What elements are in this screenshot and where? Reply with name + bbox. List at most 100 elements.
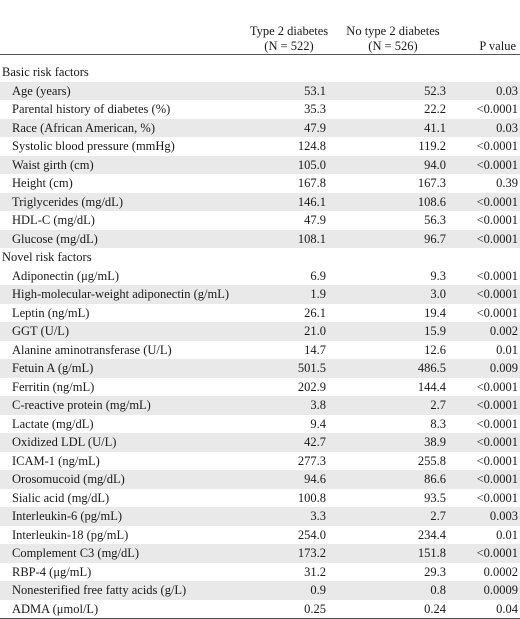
- type2-value: 42.7: [246, 433, 332, 452]
- no-type2-value: 38.9: [332, 433, 454, 452]
- row-label: Interleukin-18 (pg/mL): [12, 527, 129, 542]
- type2-value: 146.1: [246, 192, 332, 211]
- table-row: Interleukin-6 (pg/mL) 3.3 2.7 0.003: [0, 507, 520, 526]
- p-value: <0.0001: [476, 213, 518, 228]
- no-type2-value: 486.5: [332, 359, 454, 378]
- p-value: <0.0001: [454, 285, 520, 304]
- row-label: Parental history of diabetes (%): [12, 102, 171, 117]
- no-type2-value: 29.3: [424, 564, 446, 579]
- no-type2-value: 52.3: [332, 81, 454, 100]
- no-type2-value: 12.6: [424, 342, 446, 357]
- no-type2-value: 8.3: [430, 416, 446, 431]
- row-label: RBP-4 (μg/mL): [12, 564, 92, 579]
- p-value: <0.0001: [476, 139, 518, 154]
- table-row: HDL-C (mg/dL) 47.9 56.3 <0.0001: [0, 211, 520, 230]
- no-type2-value: 96.7: [332, 229, 454, 248]
- row-label: HDL-C (mg/dL): [12, 213, 95, 228]
- p-value: <0.0001: [454, 544, 520, 563]
- table-row: Race (African American, %) 47.9 41.1 0.03: [0, 118, 520, 137]
- type2-value: 173.2: [246, 544, 332, 563]
- type2-value: 1.9: [246, 285, 332, 304]
- table-row: RBP-4 (μg/mL) 31.2 29.3 0.0002: [0, 563, 520, 582]
- type2-value: 47.9: [246, 118, 332, 137]
- row-label: GGT (U/L): [0, 322, 246, 341]
- type2-value: 108.1: [246, 229, 332, 248]
- p-value: 0.0009: [454, 581, 520, 600]
- table-row: Leptin (ng/mL) 26.1 19.4 <0.0001: [0, 304, 520, 323]
- header-no-type2-n: (N = 526): [368, 39, 418, 53]
- type2-value: 277.3: [297, 453, 326, 468]
- row-label: Alanine aminotransferase (U/L): [12, 342, 172, 357]
- no-type2-value: 94.0: [332, 155, 454, 174]
- type2-value: 124.8: [297, 139, 326, 154]
- type2-value: 254.0: [297, 527, 326, 542]
- type2-value: 6.9: [310, 268, 326, 283]
- no-type2-value: 0.24: [332, 599, 454, 619]
- table-row: Interleukin-18 (pg/mL) 254.0 234.4 0.01: [0, 526, 520, 545]
- table-row: Height (cm) 167.8 167.3 0.39: [0, 174, 520, 193]
- table-row: Lactate (mg/dL) 9.4 8.3 <0.0001: [0, 415, 520, 434]
- table-row: Sialic acid (mg/dL) 100.8 93.5 <0.0001: [0, 489, 520, 508]
- header-type2-diabetes: Type 2 diabetes (N = 522): [246, 0, 332, 55]
- header-no-type2-title: No type 2 diabetes: [346, 24, 440, 38]
- p-value: <0.0001: [454, 470, 520, 489]
- type2-value: 47.9: [304, 213, 326, 228]
- row-label: Complement C3 (mg/dL): [0, 544, 246, 563]
- type2-value: 35.3: [304, 102, 326, 117]
- table-row: Parental history of diabetes (%) 35.3 22.2…: [0, 100, 520, 119]
- header-label-blank: [0, 0, 246, 55]
- table-row: Alanine aminotransferase (U/L) 14.7 12.6 0.…: [0, 341, 520, 360]
- row-label: Height (cm): [12, 176, 73, 191]
- table-row: ICAM-1 (ng/mL) 277.3 255.8 <0.0001: [0, 452, 520, 471]
- no-type2-value: 2.7: [332, 396, 454, 415]
- row-label: Waist girth (cm): [0, 155, 246, 174]
- section-row: Basic risk factors: [0, 63, 520, 82]
- row-label: ICAM-1 (ng/mL): [12, 453, 100, 468]
- type2-value: 3.8: [246, 396, 332, 415]
- no-type2-value: 119.2: [418, 139, 446, 154]
- no-type2-value: 108.6: [332, 192, 454, 211]
- table-row: High-molecular-weight adiponectin (g/mL)…: [0, 285, 520, 304]
- type2-value: 167.8: [297, 176, 326, 191]
- p-value: <0.0001: [454, 155, 520, 174]
- table-row: Waist girth (cm) 105.0 94.0 <0.0001: [0, 155, 520, 174]
- row-label: Fetuin A (g/mL): [0, 359, 246, 378]
- no-type2-value: 86.6: [332, 470, 454, 489]
- type2-value: 0.25: [246, 599, 332, 619]
- no-type2-value: 2.7: [332, 507, 454, 526]
- table-row: Adiponectin (μg/mL) 6.9 9.3 <0.0001: [0, 267, 520, 286]
- table-row: Oxidized LDL (U/L) 42.7 38.9 <0.0001: [0, 433, 520, 452]
- type2-value: 21.0: [246, 322, 332, 341]
- p-value: 0.39: [496, 176, 518, 191]
- type2-value: 94.6: [246, 470, 332, 489]
- no-type2-value: 167.3: [417, 176, 446, 191]
- row-label: Glucose (mg/dL): [0, 229, 246, 248]
- no-type2-value: 93.5: [424, 490, 446, 505]
- row-label: Oxidized LDL (U/L): [0, 433, 246, 452]
- p-value: <0.0001: [454, 192, 520, 211]
- table-body: Basic risk factors Age (years) 53.1 52.3 0.0…: [0, 55, 520, 619]
- p-value: <0.0001: [476, 268, 518, 283]
- p-value: 0.04: [454, 599, 520, 619]
- table-row: GGT (U/L) 21.0 15.9 0.002: [0, 322, 520, 341]
- type2-value: 105.0: [246, 155, 332, 174]
- type2-value: 0.9: [246, 581, 332, 600]
- no-type2-value: 151.8: [332, 544, 454, 563]
- p-value: <0.0001: [476, 416, 518, 431]
- no-type2-value: 144.4: [417, 379, 446, 394]
- no-type2-value: 19.4: [424, 305, 446, 320]
- spacer-cell: [0, 55, 520, 64]
- p-value: <0.0001: [454, 396, 520, 415]
- type2-value: 9.4: [310, 416, 326, 431]
- no-type2-value: 3.0: [332, 285, 454, 304]
- no-type2-value: 255.8: [417, 453, 446, 468]
- p-value: 0.009: [454, 359, 520, 378]
- table-row: Age (years) 53.1 52.3 0.03: [0, 81, 520, 100]
- type2-value: 53.1: [246, 81, 332, 100]
- table-header: Type 2 diabetes (N = 522) No type 2 diab…: [0, 0, 520, 55]
- p-value: 0.002: [454, 322, 520, 341]
- row-label: Lactate (mg/dL): [12, 416, 94, 431]
- row-label: Ferritin (ng/mL): [12, 379, 95, 394]
- table-row: Glucose (mg/dL) 108.1 96.7 <0.0001: [0, 229, 520, 248]
